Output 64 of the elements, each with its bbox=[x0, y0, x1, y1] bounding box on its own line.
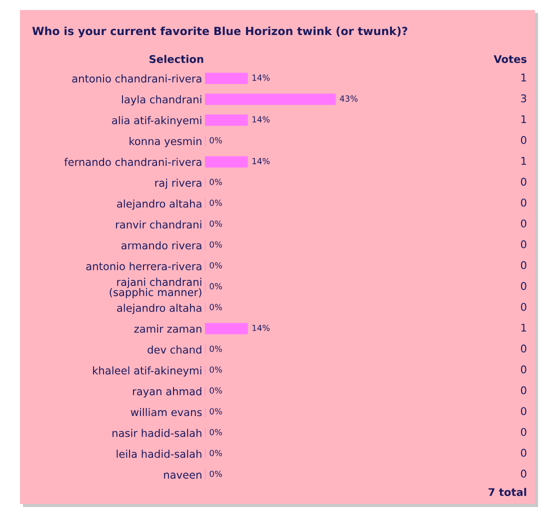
text: 0 bbox=[520, 240, 526, 248]
text: 0 bbox=[520, 365, 526, 374]
text: 0 bbox=[520, 282, 526, 290]
y-tick-label: khaleel atif-akineymi bbox=[93, 366, 202, 377]
text: 0 bbox=[520, 178, 526, 186]
y-tick-label: rayan ahmad bbox=[133, 387, 202, 398]
y-tick-label: naveen bbox=[164, 472, 202, 479]
y-tick-label: ranvir chandrani bbox=[116, 220, 202, 229]
data-label: 0% bbox=[210, 178, 222, 186]
data-label: 0% bbox=[210, 137, 222, 144]
data-label: 0% bbox=[210, 470, 222, 477]
y-tick-label: leila hadid-salah bbox=[116, 450, 202, 458]
y-tick-label: antonio chandrani-rivera bbox=[72, 74, 202, 83]
y-tick-label: raj rivera bbox=[155, 178, 202, 189]
text: 0 bbox=[520, 470, 526, 478]
text: 0 bbox=[520, 407, 526, 416]
text: 1 bbox=[521, 324, 526, 332]
data-label: 0% bbox=[210, 262, 222, 268]
y-tick-label: alejandro altaha bbox=[117, 304, 202, 314]
data-label: 0% bbox=[210, 220, 222, 227]
y-tick-label: nasir hadid-salah bbox=[112, 428, 202, 438]
text: 0 bbox=[520, 302, 526, 311]
data-label: 14% bbox=[252, 158, 270, 164]
data-label: 0% bbox=[210, 428, 222, 436]
data-label: 14% bbox=[252, 116, 270, 123]
y-tick-label: armando rivera bbox=[121, 241, 202, 250]
data-label: 0% bbox=[210, 387, 222, 394]
y-tick-label: alejandro altaha bbox=[117, 200, 202, 210]
text: 0 bbox=[520, 344, 526, 353]
text: 0 bbox=[520, 448, 526, 457]
text: 0 bbox=[520, 386, 526, 394]
data-label: 43% bbox=[340, 95, 358, 102]
data-label: 0% bbox=[210, 304, 222, 310]
y-tick-label: layla chandrani bbox=[122, 95, 202, 106]
text: 7 total bbox=[488, 488, 526, 496]
y-tick-label: dev chand bbox=[148, 345, 202, 354]
text: 1 bbox=[521, 74, 526, 82]
text: 0 bbox=[520, 198, 526, 207]
text: Votes bbox=[494, 55, 526, 64]
y-axis-title: Selection bbox=[150, 54, 204, 64]
y-tick-label: alia atif-akinyemi bbox=[112, 116, 202, 126]
text: 1 bbox=[521, 115, 526, 124]
data-label: 14% bbox=[252, 324, 270, 332]
text: 0 bbox=[520, 219, 526, 228]
data-label: 0% bbox=[210, 200, 222, 206]
y-tick-label: william evans bbox=[130, 408, 202, 416]
data-label: 0% bbox=[210, 366, 222, 373]
data-label: 0% bbox=[210, 241, 222, 248]
data-label: 14% bbox=[252, 74, 270, 81]
text: 3 bbox=[521, 94, 526, 102]
chart-title: Who is your current favorite Blue Horizon twink (or twunk)? bbox=[32, 26, 408, 38]
text: 0 bbox=[520, 428, 526, 436]
text: 1 bbox=[521, 157, 526, 165]
y-tick-label: rajani chandrani (sapphic manner) bbox=[110, 278, 202, 298]
y-tick-label: antonio herrera-rivera bbox=[86, 262, 202, 270]
data-label: 0% bbox=[210, 450, 222, 456]
data-label: 0% bbox=[210, 408, 222, 414]
text: 0 bbox=[520, 261, 526, 270]
data-label: 0% bbox=[210, 346, 222, 352]
text: 0 bbox=[520, 136, 526, 144]
data-label: 0% bbox=[210, 283, 222, 290]
y-tick-label: zamir zaman bbox=[134, 324, 202, 333]
y-tick-label: fernando chandrani-rivera bbox=[64, 158, 202, 166]
y-tick-label: konna yesmin bbox=[130, 136, 202, 148]
